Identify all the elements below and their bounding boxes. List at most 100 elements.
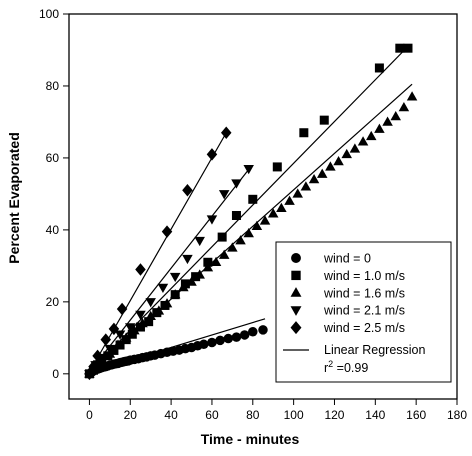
- data-point-s0-39: [239, 330, 250, 340]
- data-point-s3-4: [114, 330, 126, 340]
- y-axis-ticks: 0 20 40 60 80 100: [39, 7, 69, 381]
- data-point-s3-10: [182, 254, 193, 265]
- data-point-s1-25: [403, 43, 413, 53]
- plot-frame: [68, 13, 458, 400]
- data-point-s3-11: [194, 236, 205, 247]
- x-tick-label-80: 80: [246, 408, 260, 422]
- data-point-s1-21: [299, 128, 309, 138]
- x-tick-label-20: 20: [124, 408, 138, 422]
- data-point-s0-37: [223, 333, 234, 344]
- y-tick-label-40: 40: [46, 223, 60, 237]
- data-point-s4-6: [135, 263, 146, 276]
- data-point-s4-5: [116, 302, 128, 316]
- data-point-s0-38: [231, 332, 242, 342]
- legend-r2-text: r2 =0.99: [324, 359, 368, 375]
- data-point-s2-35: [365, 130, 377, 141]
- data-point-s2-18: [227, 242, 238, 252]
- data-point-s2-8: [145, 310, 156, 320]
- data-point-s4-3: [100, 333, 112, 346]
- data-point-s2-32: [341, 148, 352, 159]
- legend-label-2: wind = 1.6 m/s: [323, 286, 405, 300]
- data-point-s2-21: [251, 220, 263, 231]
- y-axis-title: Percent Evaporated: [6, 132, 22, 264]
- data-point-s3-6: [135, 310, 146, 320]
- data-point-s2-13: [186, 276, 197, 286]
- data-point-s2-22: [259, 215, 271, 225]
- legend-label-0: wind = 0: [323, 252, 371, 266]
- data-point-s1-20: [272, 162, 282, 172]
- data-point-s2-36: [374, 123, 385, 133]
- data-point-s2-5: [120, 332, 132, 342]
- legend-regression-label: Linear Regression: [324, 343, 425, 357]
- x-tick-label-160: 160: [406, 408, 426, 422]
- data-point-s2-26: [292, 188, 303, 198]
- data-point-s2-17: [218, 249, 230, 259]
- data-point-s2-6: [129, 325, 140, 335]
- data-point-s1-17: [217, 232, 227, 242]
- data-point-s3-14: [231, 179, 242, 189]
- data-point-s2-11: [169, 289, 181, 299]
- y-tick-label-0: 0: [52, 367, 59, 381]
- legend-box: [275, 241, 452, 383]
- data-point-s1-23: [374, 63, 384, 73]
- legend-r2-exponent: 2: [328, 359, 333, 369]
- data-point-s1-22: [319, 115, 329, 125]
- data-point-s0-35: [207, 337, 217, 348]
- data-point-s0-40: [248, 326, 258, 337]
- y-tick-label-80: 80: [46, 79, 60, 93]
- data-point-s1-18: [231, 210, 241, 220]
- data-point-s1-24: [395, 43, 405, 53]
- data-point-s1-10: [144, 317, 154, 327]
- data-point-s0-41: [258, 325, 268, 335]
- data-point-s2-9: [153, 305, 165, 315]
- data-point-s2-33: [349, 143, 361, 153]
- legend-marker-1: [291, 270, 301, 281]
- legend-label-3: wind = 2.1 m/s: [323, 304, 405, 318]
- data-point-s3-7: [145, 298, 156, 308]
- x-tick-label-40: 40: [164, 408, 178, 422]
- legend-entries: wind = 0 wind = 1.0 m/s wind = 1.6 m/s wind…: [290, 252, 405, 335]
- y-tick-label-20: 20: [46, 295, 60, 309]
- data-point-s3-12: [206, 215, 218, 225]
- data-point-s4-1: [88, 360, 99, 373]
- regression-line-3: [88, 166, 252, 373]
- x-axis-ticks: 0 20 40 60 80 100 120 140 160 180: [86, 399, 467, 422]
- data-point-s2-20: [243, 227, 254, 238]
- legend: wind = 0 wind = 1.0 m/s wind = 1.6 m/s wind…: [275, 241, 452, 383]
- data-point-s2-15: [202, 262, 214, 272]
- x-tick-label-0: 0: [86, 408, 93, 422]
- x-axis-title: Time - minutes: [201, 431, 300, 447]
- data-point-s2-25: [284, 195, 295, 205]
- data-point-s2-16: [210, 256, 222, 267]
- data-point-s0-36: [215, 335, 225, 346]
- data-point-s2-7: [137, 317, 148, 328]
- data-point-s2-4: [112, 339, 124, 349]
- regression-line-1: [88, 45, 409, 373]
- data-markers: [84, 43, 418, 381]
- data-point-s2-14: [194, 269, 205, 279]
- data-point-s1-5: [109, 345, 119, 355]
- data-point-s4-10: [220, 126, 232, 139]
- data-point-s4-8: [182, 184, 193, 197]
- data-point-s3-8: [157, 283, 169, 293]
- data-point-s0-34: [199, 339, 209, 350]
- data-point-s2-10: [161, 298, 173, 308]
- data-point-s4-7: [161, 225, 173, 238]
- legend-marker-0: [291, 253, 301, 263]
- data-point-s2-38: [390, 111, 401, 121]
- data-point-s2-23: [267, 208, 279, 218]
- y-tick-label-60: 60: [46, 151, 60, 165]
- legend-marker-3: [290, 306, 302, 316]
- x-tick-label-140: 140: [365, 408, 385, 422]
- data-point-s2-27: [300, 181, 312, 191]
- data-point-s2-40: [406, 91, 418, 101]
- data-point-s2-29: [316, 168, 328, 178]
- data-point-s1-14: [180, 279, 190, 289]
- x-tick-label-100: 100: [284, 408, 304, 422]
- data-point-s2-37: [382, 116, 393, 126]
- x-tick-label-180: 180: [447, 408, 467, 422]
- data-point-s2-24: [276, 202, 287, 213]
- legend-marker-2: [290, 287, 302, 297]
- data-point-s2-39: [398, 102, 410, 112]
- data-point-s2-30: [325, 161, 336, 171]
